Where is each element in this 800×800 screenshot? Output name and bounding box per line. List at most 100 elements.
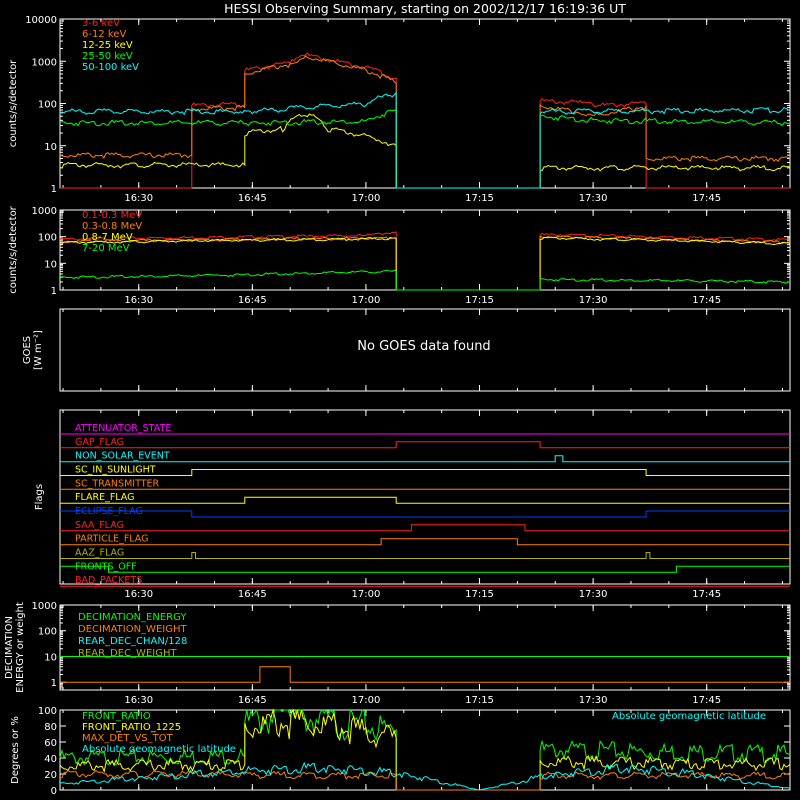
- flag-line-particle-flag: [60, 538, 790, 546]
- y-tick-label: 100: [38, 100, 57, 111]
- panel-goes: No GOES data found GOES [W m⁻²]: [22, 308, 791, 392]
- x-tick-label: 17:30: [579, 295, 608, 306]
- flag-label: GAP_FLAG: [75, 437, 124, 448]
- legend-entry: FRONT_RATIO_1225: [82, 722, 181, 733]
- legend-entry: DECIMATION_ENERGY: [78, 612, 187, 623]
- panel-frame: [59, 409, 791, 585]
- series-line-0-3-0-8-mev: [59, 235, 791, 291]
- flag-line-fronts-off: [60, 565, 790, 573]
- panel-frame: [59, 604, 791, 691]
- y-tick-label: 1000: [32, 601, 57, 612]
- flag-label: ECLIPSE_FLAG: [75, 506, 143, 517]
- y-tick-label: 60: [44, 738, 57, 749]
- panel-frame: [59, 308, 791, 392]
- y-tick-label: 1: [51, 678, 57, 689]
- y-axis-label: GOES: [22, 336, 33, 364]
- x-tick-label: 17:00: [352, 193, 381, 204]
- y-axis-label: counts/s/detector: [8, 59, 19, 147]
- series-line-12-25-kev: [59, 113, 791, 189]
- flag-label: NON_SOLAR_EVENT: [75, 451, 170, 462]
- flag-label: FRONTS_OFF: [75, 561, 137, 572]
- x-tick-label: 16:30: [124, 695, 153, 706]
- legend-entry: 3-6 keV: [82, 18, 120, 29]
- legend-entry: Absolute geomagnetic latitude: [82, 744, 236, 755]
- y-tick-label: 1: [51, 286, 57, 297]
- y-tick-label: 100: [38, 627, 57, 638]
- x-tick-label: 17:15: [465, 589, 494, 600]
- y-tick-label: 10: [44, 652, 57, 663]
- legend-entry: 7-20 MeV: [82, 243, 130, 254]
- legend-entry: FRONT_RATIO: [82, 711, 151, 722]
- series-line-0-1-0-3-mev: [59, 231, 791, 291]
- flag-label: FLARE_FLAG: [75, 492, 135, 503]
- legend-entry: 0.3-0.8 MeV: [82, 221, 142, 232]
- x-tick-label: 17:45: [692, 193, 721, 204]
- panel-flags: ATTENUATOR_STATE GAP_FLAG NON_SOLAR_EVENT S…: [34, 409, 791, 600]
- x-tick-label: 17:15: [465, 695, 494, 706]
- x-tick-label: 16:45: [238, 193, 267, 204]
- x-tick-label: 16:30: [124, 589, 153, 600]
- y-axis-label: DECIMATION: [4, 616, 15, 679]
- panel-frame: [59, 18, 791, 189]
- flag-label: BAD_PACKETS: [75, 575, 142, 586]
- y-axis-label: ENERGY or weight: [15, 602, 26, 693]
- legend-entry: 50-100 keV: [82, 62, 139, 73]
- flag-line-non-solar-event: [60, 455, 790, 463]
- series-line-decimation-weight: [60, 666, 790, 683]
- x-tick-label: 17:00: [352, 589, 381, 600]
- series-line-50-100-kev: [59, 91, 791, 189]
- x-tick-label: 16:30: [124, 193, 153, 204]
- legend-entry: 0.8-7 MeV: [82, 232, 133, 243]
- x-tick-label: 16:45: [238, 295, 267, 306]
- flag-line-eclipse-flag: [60, 510, 790, 518]
- x-tick-label: 17:30: [579, 695, 608, 706]
- legend-entry: 25-50 keV: [82, 51, 133, 62]
- series-line-0-8-7-mev: [59, 236, 791, 291]
- y-tick-label: 1000: [32, 206, 57, 217]
- panel-ratios: 0 20 40 60 80 100 FRONT_RATIOFRONT_RATIO_1225M…: [10, 706, 791, 797]
- flag-label: AAZ_FLAG: [75, 548, 124, 559]
- panel-frame: [59, 209, 791, 291]
- flag-line-flare-flag: [60, 496, 790, 504]
- legend-entry: REAR_DEC_CHAN/128: [78, 636, 187, 647]
- flag-label: SAA_FLAG: [75, 520, 124, 531]
- legend-entry: REAR_DEC_WEIGHT: [78, 648, 177, 659]
- y-axis-label: Flags: [34, 484, 45, 510]
- x-tick-label: 17:15: [465, 295, 494, 306]
- series-line-absolute-geomagnetic-latitude: [59, 761, 791, 791]
- y-axis-label: [W m⁻²]: [33, 330, 44, 370]
- legend-entry: MAX_DET_VS_TOT: [82, 733, 174, 744]
- series-line-7-20-mev: [59, 269, 791, 291]
- flag-label: SC_IN_SUNLIGHT: [75, 465, 156, 476]
- flag-line-saa-flag: [60, 524, 790, 532]
- y-tick-label: 10: [44, 142, 57, 153]
- flag-line-sc-in-sunlight: [60, 469, 790, 476]
- flag-line-gap-flag: [60, 441, 790, 449]
- y-tick-label: 100: [38, 233, 57, 244]
- flag-label: PARTICLE_FLAG: [75, 534, 148, 545]
- y-tick-label: 1: [51, 184, 57, 195]
- legend-entry: 12-25 keV: [82, 40, 133, 51]
- y-axis-label: counts/s/detector: [8, 205, 19, 293]
- x-tick-label: 17:30: [579, 193, 608, 204]
- x-tick-label: 17:00: [352, 295, 381, 306]
- legend-entry: DECIMATION_WEIGHT: [78, 624, 187, 635]
- legend-entry: 6-12 keV: [82, 29, 126, 40]
- y-tick-label: 20: [44, 770, 57, 781]
- y-tick-label: 10: [44, 259, 57, 270]
- flag-label: ATTENUATOR_STATE: [75, 423, 171, 434]
- y-tick-label: 80: [44, 722, 57, 733]
- series-line-25-50-kev: [59, 109, 791, 189]
- x-tick-label: 17:45: [692, 695, 721, 706]
- x-tick-label: 17:30: [579, 589, 608, 600]
- no-goes-message: No GOES data found: [357, 339, 490, 354]
- y-tick-label: 1000: [32, 57, 57, 68]
- y-tick-label: 10000: [25, 15, 57, 26]
- x-tick-label: 16:30: [124, 295, 153, 306]
- legend-entry: 0.1-0.3 MeV: [82, 210, 142, 221]
- series-line-max-det-vs-tot: [59, 769, 791, 791]
